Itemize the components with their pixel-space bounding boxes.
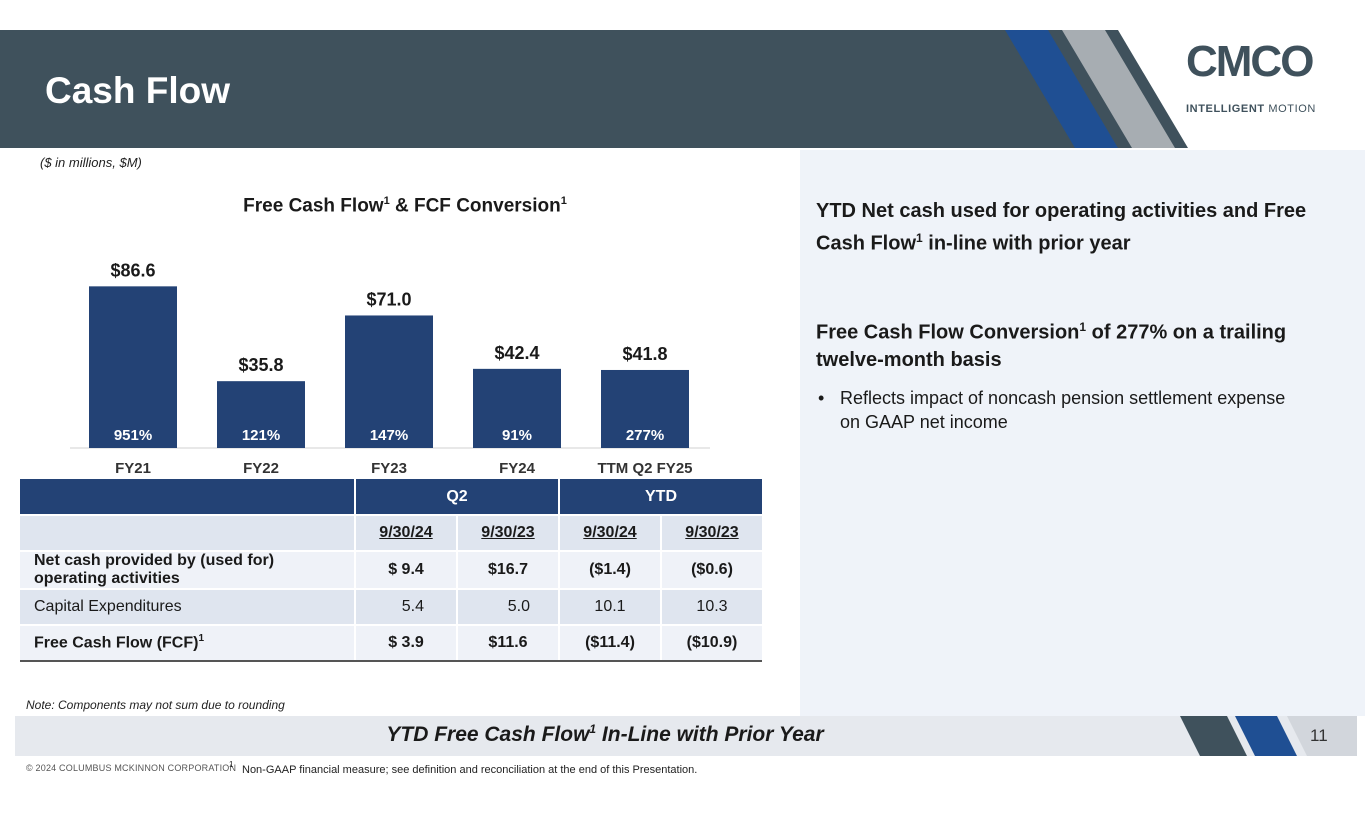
key-point-ytd: YTD Net cash used for operating activiti… bbox=[816, 198, 1346, 258]
page-number: 11 bbox=[1310, 726, 1328, 745]
footnote: 1 Non-GAAP financial measure; see defini… bbox=[229, 760, 698, 776]
header-band: Cash Flow bbox=[0, 30, 1365, 148]
table-date-q2-current: 9/30/24 bbox=[354, 514, 457, 551]
key-point-conversion: Free Cash Flow Conversion1 of 277% on a … bbox=[816, 314, 1296, 374]
chart-title-part1: Free Cash Flow bbox=[243, 195, 384, 217]
bar-value-label: $35.8 bbox=[238, 355, 283, 375]
units-note: ($ in millions, $M) bbox=[40, 155, 142, 170]
logo-wordmark: CMCO bbox=[1186, 37, 1313, 86]
key-point-ytd-text: YTD Net cash used for operating activiti… bbox=[816, 200, 1307, 255]
table-group-header-row: Q2 YTD bbox=[20, 479, 762, 515]
bullet-pension: • Reflects impact of noncash pension set… bbox=[818, 386, 1290, 434]
table-header-ytd: YTD bbox=[558, 479, 762, 515]
stripe-blue bbox=[1005, 30, 1118, 148]
right-panel: YTD Net cash used for operating activiti… bbox=[800, 150, 1365, 716]
bottom-banner-text: YTD Free Cash Flow1 In-Line with Prior Y… bbox=[15, 722, 1195, 747]
table-header-q2: Q2 bbox=[354, 479, 559, 515]
row-label-operating: Net cash provided by (used for) operatin… bbox=[20, 550, 355, 589]
chart-title: Free Cash Flow1 & FCF Conversion1 bbox=[130, 195, 680, 217]
key-point-conversion-sup: 1 bbox=[1079, 320, 1087, 334]
table-date-spacer bbox=[20, 514, 355, 551]
chart-title-sup2: 1 bbox=[560, 195, 567, 207]
cell-value: 10.3 bbox=[660, 588, 762, 625]
row-label-fcf: Free Cash Flow (FCF)1 bbox=[20, 624, 355, 662]
bar-ttm-q2-fy25 bbox=[601, 369, 689, 448]
bullet-pension-text: Reflects impact of noncash pension settl… bbox=[840, 388, 1286, 432]
bar-conversion-label: 91% bbox=[502, 427, 532, 444]
page-title: Cash Flow bbox=[45, 70, 231, 111]
key-point-conversion-text-end: of 277% on a trailing twelve-month basis bbox=[816, 321, 1287, 371]
bar-conversion-label: 277% bbox=[626, 427, 664, 444]
x-tick-label: FY24 bbox=[499, 460, 536, 477]
cell-value: $ 3.9 bbox=[354, 624, 457, 662]
row-label-fcf-sup: 1 bbox=[198, 633, 205, 645]
cell-value: 5.4 bbox=[354, 588, 457, 625]
bottom-banner-sup: 1 bbox=[589, 722, 597, 736]
bar-conversion-label: 951% bbox=[114, 427, 152, 444]
footnote-text: Non-GAAP financial measure; see definiti… bbox=[242, 764, 698, 776]
bottom-banner-text-b: In-Line with Prior Year bbox=[596, 723, 824, 746]
bottom-banner: YTD Free Cash Flow1 In-Line with Prior Y… bbox=[15, 716, 1357, 756]
key-point-conversion-text: Free Cash Flow Conversion bbox=[816, 321, 1080, 344]
x-tick-label: FY23 bbox=[371, 460, 407, 477]
table-date-ytd-prior: 9/30/23 bbox=[660, 514, 762, 551]
chart-title-part2: & FCF Conversion bbox=[389, 195, 561, 217]
bar-value-label: $86.6 bbox=[110, 260, 155, 280]
cmco-logo-icon: CMCO bbox=[1186, 37, 1315, 86]
key-point-ytd-text-end: in-line with prior year bbox=[922, 232, 1131, 255]
table-date-q2-prior: 9/30/23 bbox=[456, 514, 559, 551]
bullet-dot: • bbox=[818, 388, 825, 408]
bar-fy21 bbox=[89, 286, 177, 448]
cell-value: 5.0 bbox=[456, 588, 559, 625]
bar-conversion-label: 147% bbox=[370, 427, 408, 444]
x-tick-label: FY22 bbox=[243, 460, 279, 477]
bottom-stripe-light bbox=[1287, 716, 1357, 756]
table-date-header-row: 9/30/24 9/30/23 9/30/24 9/30/23 bbox=[20, 514, 762, 551]
cell-value: $16.7 bbox=[456, 550, 559, 589]
x-tick-label: TTM Q2 FY25 bbox=[597, 460, 692, 477]
logo-tagline-light: MOTION bbox=[1268, 103, 1316, 115]
chart-title-sup1: 1 bbox=[383, 195, 390, 207]
table-row: Net cash provided by (used for) operatin… bbox=[20, 550, 762, 589]
logo-tagline-bold: INTELLIGENT bbox=[1186, 103, 1265, 115]
row-label-fcf-text: Free Cash Flow (FCF) bbox=[34, 634, 199, 652]
fcf-bar-chart: $86.6 951% FY21 $35.8 121% FY22 $71.0 147% FY23 $… bbox=[70, 260, 710, 477]
cell-value: $11.6 bbox=[456, 624, 559, 662]
bar-conversion-label: 121% bbox=[242, 427, 280, 444]
key-point-ytd-sup: 1 bbox=[916, 231, 923, 245]
cell-value: ($0.6) bbox=[660, 550, 762, 589]
table-row: Capital Expenditures 5.4 5.0 10.1 10.3 bbox=[20, 588, 762, 625]
bottom-banner-text-a: YTD Free Cash Flow bbox=[386, 723, 590, 746]
row-label-capex: Capital Expenditures bbox=[20, 588, 355, 625]
stripe-white bbox=[1118, 30, 1365, 148]
table-date-ytd-current: 9/30/24 bbox=[558, 514, 661, 551]
cell-value: ($1.4) bbox=[558, 550, 661, 589]
cell-value: 10.1 bbox=[558, 588, 661, 625]
stripe-grey bbox=[1062, 30, 1175, 148]
logo-tagline: INTELLIGENT MOTION bbox=[1186, 103, 1316, 115]
bar-value-label: $42.4 bbox=[494, 343, 539, 363]
bottom-stripe-grey bbox=[1180, 716, 1247, 756]
cell-value: ($11.4) bbox=[558, 624, 661, 662]
bottom-stripe-blue bbox=[1235, 716, 1297, 756]
header-stripes bbox=[1005, 30, 1365, 148]
table-row: Free Cash Flow (FCF)1 $ 3.9 $11.6 ($11.4… bbox=[20, 624, 762, 662]
x-tick-label: FY21 bbox=[115, 460, 151, 477]
table-header-spacer bbox=[20, 479, 355, 515]
footnote-mark: 1 bbox=[229, 760, 234, 769]
rounding-note: Note: Components may not sum due to roun… bbox=[26, 698, 285, 712]
bar-value-label: $71.0 bbox=[366, 289, 411, 309]
cell-value: $ 9.4 bbox=[354, 550, 457, 589]
copyright: © 2024 COLUMBUS MCKINNON CORPORATION bbox=[26, 763, 237, 773]
bar-value-label: $41.8 bbox=[622, 344, 667, 364]
bar-fy22 bbox=[217, 381, 305, 448]
bar-fy23 bbox=[345, 315, 433, 448]
cell-value: ($10.9) bbox=[660, 624, 762, 662]
bottom-stripes bbox=[1180, 716, 1357, 756]
cash-flow-table: Q2 YTD 9/30/24 9/30/23 9/30/24 9/30/23 N… bbox=[20, 479, 762, 662]
bar-fy24 bbox=[473, 368, 561, 448]
